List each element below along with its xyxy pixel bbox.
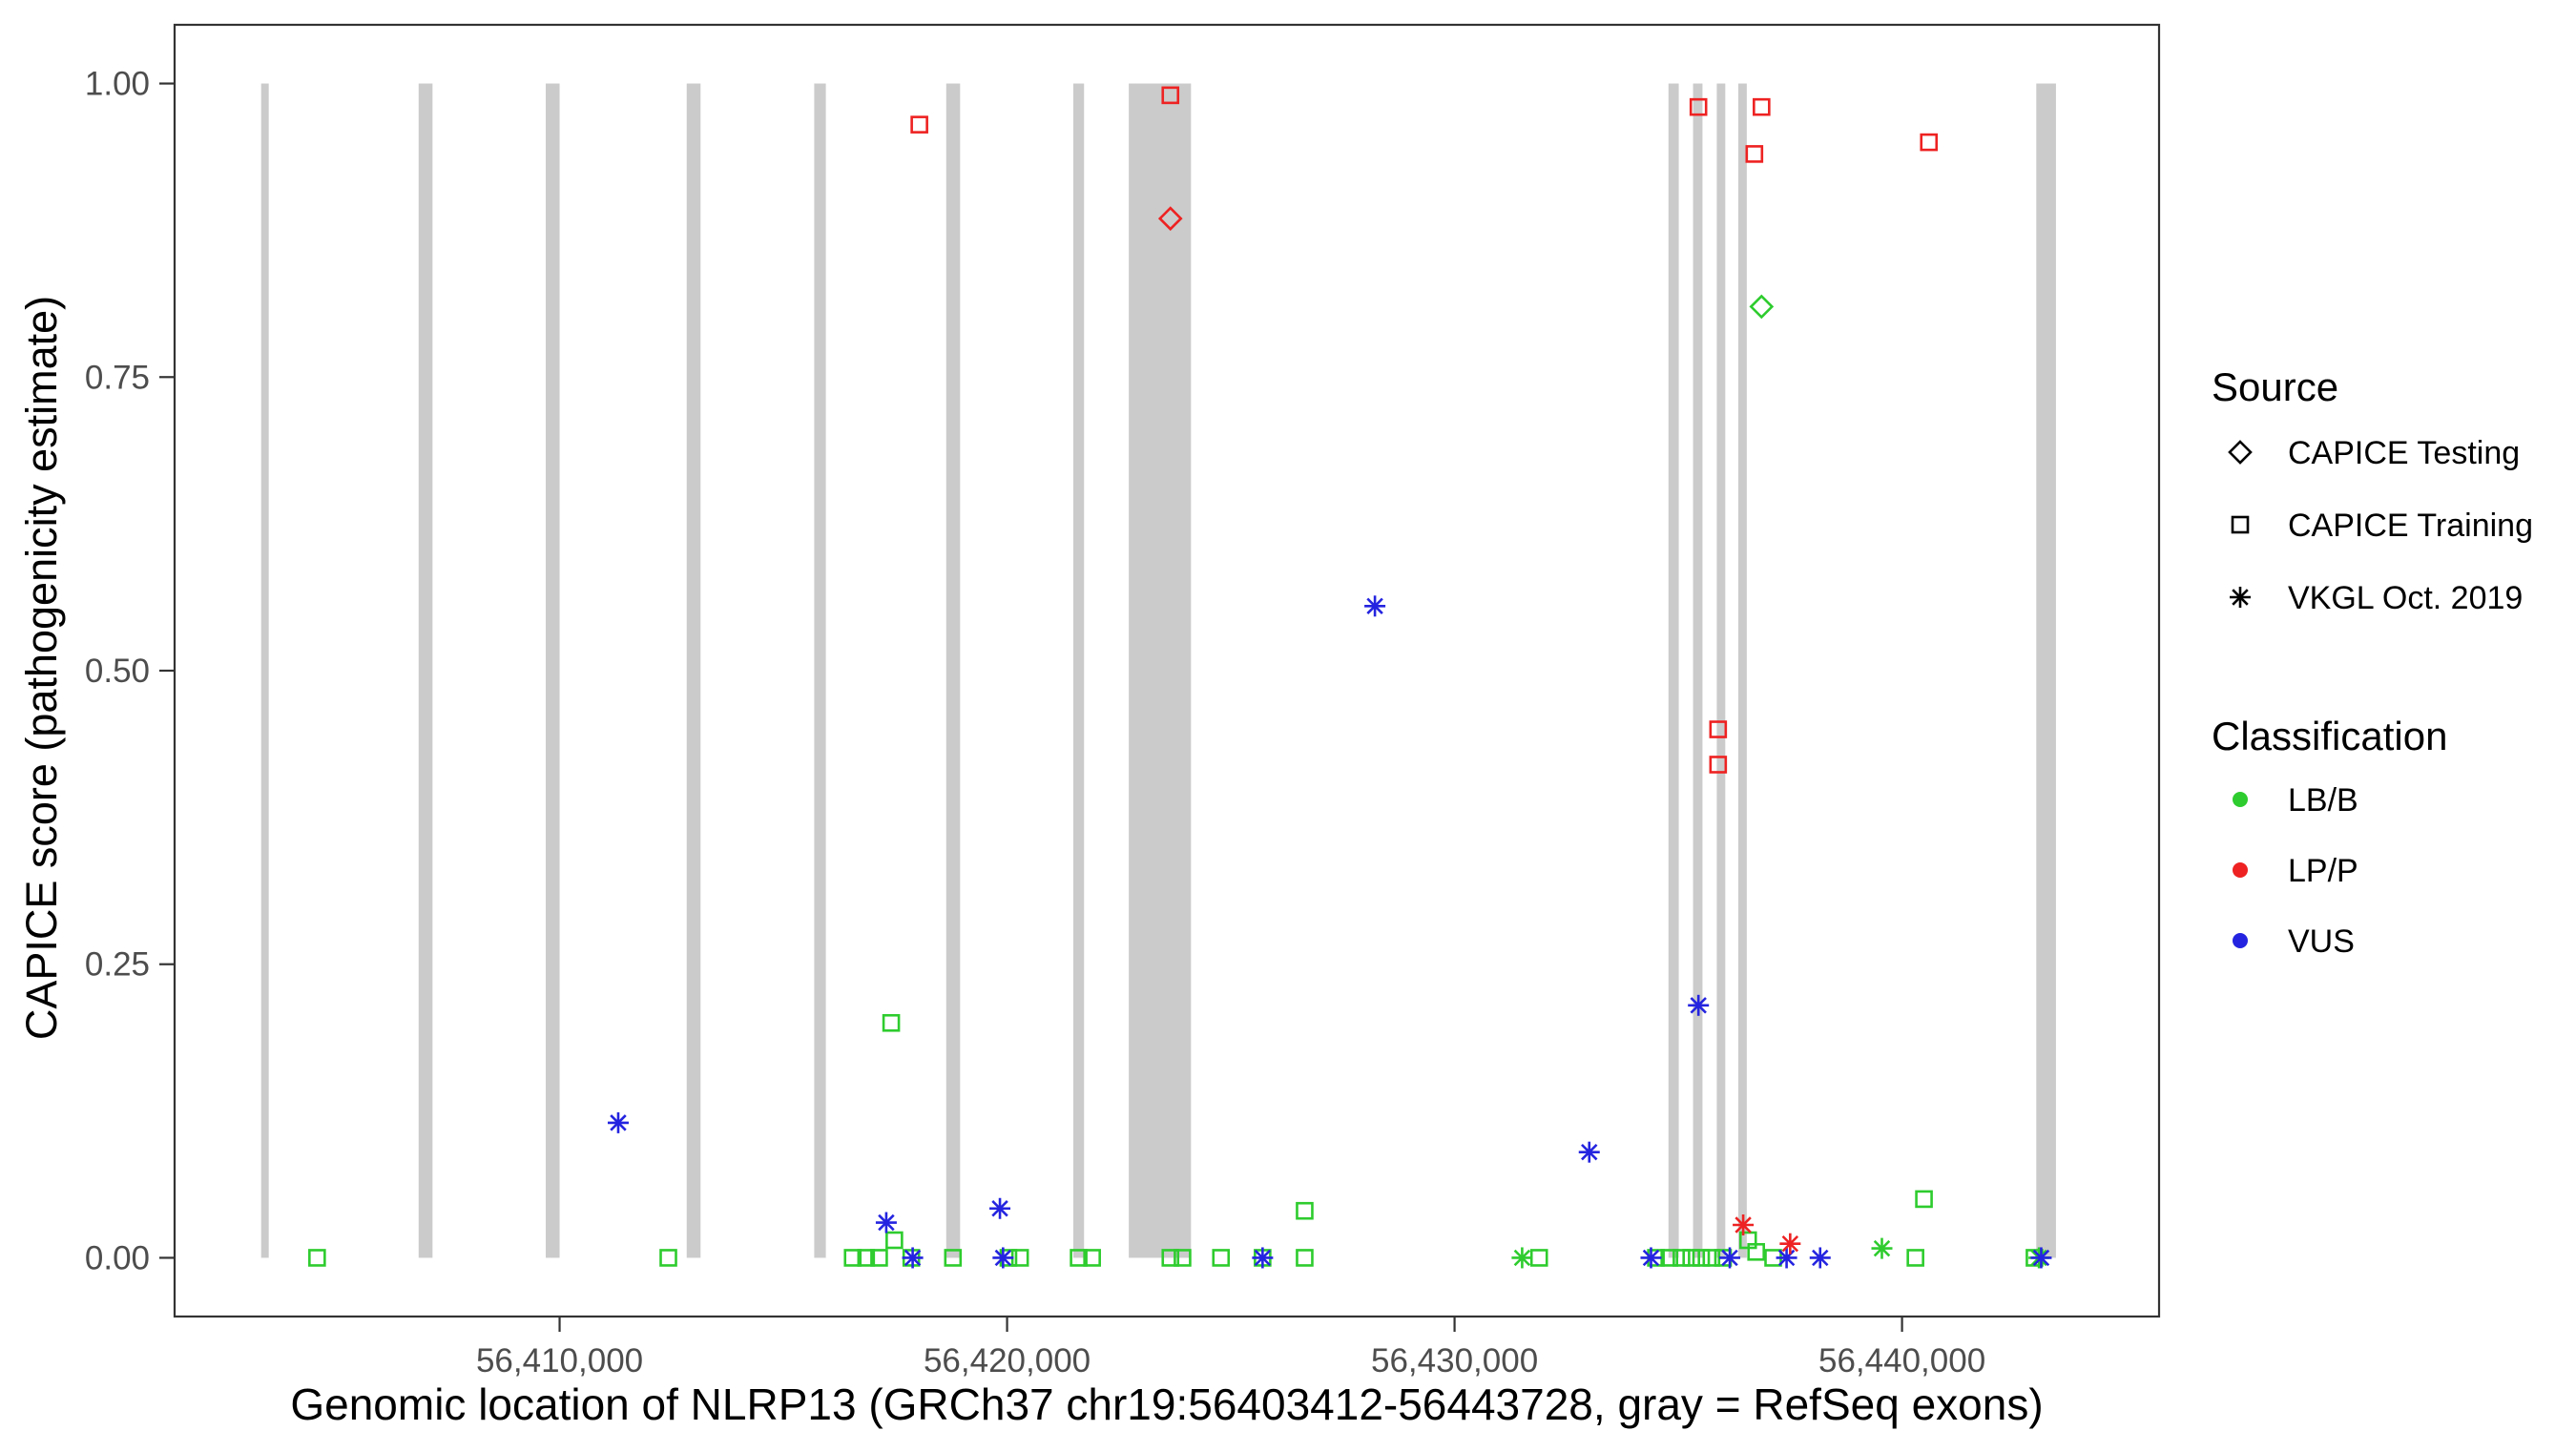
y-axis-title: CAPICE score (pathogenicity estimate) [17, 295, 66, 1041]
data-point [1702, 1249, 1721, 1267]
data-point [1640, 1247, 1662, 1269]
data-point [1161, 1249, 1180, 1267]
data-point [607, 1111, 629, 1133]
exon-band [814, 83, 826, 1258]
axes: 56,410,000 56,420,000 56,430,000 56,440,000… [85, 66, 1985, 1379]
data-point [1174, 1249, 1192, 1267]
legend: Source CAPICE Testing CAPICE Training VKGL … [2212, 364, 2533, 960]
legend-item-label: VKGL Oct. 2019 [2288, 580, 2523, 616]
legend-item-label: LB/B [2288, 782, 2358, 819]
data-point [1157, 206, 1183, 231]
exon-band [546, 83, 560, 1258]
data-point [1578, 1141, 1600, 1163]
x-tick-label: 56,410,000 [476, 1342, 643, 1379]
data-point [1776, 1247, 1797, 1269]
data-point [882, 1013, 901, 1032]
exon-band [1129, 83, 1192, 1258]
data-point [1733, 1213, 1755, 1235]
data-point [2030, 1247, 2052, 1269]
exon-bands [260, 83, 2056, 1258]
data-point [1709, 720, 1728, 738]
data-point [308, 1249, 326, 1267]
y-tick-label: 0.50 [85, 653, 150, 690]
exon-band [1716, 83, 1726, 1258]
legend-source-title: Source [2212, 364, 2338, 409]
data-point [1010, 1249, 1029, 1267]
y-tick-label: 0.25 [85, 946, 150, 984]
data-point [1749, 294, 1775, 320]
exon-band [260, 83, 269, 1258]
data-point [843, 1249, 862, 1267]
data-point [1915, 1190, 1933, 1209]
x-axis-title: Genomic location of NLRP13 (GRCh37 chr19… [290, 1379, 2044, 1429]
legend-asterisk-icon [2230, 587, 2251, 608]
legend-item-label: CAPICE Testing [2288, 435, 2520, 471]
data-point [1692, 1249, 1711, 1267]
x-tick-label: 56,420,000 [924, 1342, 1091, 1379]
data-point [1083, 1249, 1101, 1267]
x-tick-label: 56,440,000 [1818, 1342, 1985, 1379]
data-point [944, 1249, 963, 1267]
data-point [875, 1212, 897, 1234]
data-point [910, 115, 928, 134]
legend-square-icon [2231, 515, 2250, 534]
exon-band [1668, 83, 1679, 1258]
exon-band [945, 83, 961, 1258]
data-point [1747, 1243, 1765, 1261]
data-point [1296, 1249, 1314, 1267]
data-point [1529, 1249, 1548, 1267]
data-point [1511, 1247, 1533, 1269]
data-point [1719, 1247, 1741, 1269]
data-point [857, 1249, 876, 1267]
exon-band [2036, 83, 2056, 1258]
data-point [1364, 595, 1386, 617]
x-tick-label: 56,430,000 [1371, 1342, 1538, 1379]
data-point [1745, 145, 1764, 163]
exon-band [686, 83, 701, 1258]
data-point [659, 1249, 677, 1267]
data-point [1252, 1247, 1274, 1269]
data-point [1809, 1247, 1831, 1269]
exon-band [418, 83, 433, 1258]
data-point [1920, 133, 1939, 152]
exon-band [1693, 83, 1703, 1258]
data-point [1296, 1201, 1314, 1220]
data-point [1161, 86, 1180, 105]
data-point [1672, 1249, 1691, 1267]
data-point [1660, 1249, 1679, 1267]
data-point [1688, 994, 1710, 1016]
data-point [1682, 1249, 1700, 1267]
y-tick-label: 0.00 [85, 1239, 150, 1276]
exon-band [1072, 83, 1085, 1258]
data-point [902, 1247, 924, 1269]
data-point [1709, 756, 1728, 774]
data-points [308, 86, 2052, 1269]
legend-item-label: VUS [2288, 923, 2355, 960]
data-point [1779, 1233, 1801, 1255]
data-point [989, 1197, 1011, 1219]
data-point [1906, 1249, 1924, 1267]
y-tick-label: 0.75 [85, 359, 150, 396]
data-point [992, 1247, 1014, 1269]
data-point [1753, 97, 1771, 116]
legend-item-label: LP/P [2288, 853, 2358, 889]
data-point [1871, 1237, 1893, 1259]
legend-color-dot-icon [2233, 862, 2248, 878]
legend-classification-title: Classification [2212, 714, 2447, 758]
data-point [1070, 1249, 1088, 1267]
data-point [1212, 1249, 1231, 1267]
legend-diamond-icon [2228, 440, 2253, 465]
legend-item-label: CAPICE Training [2288, 508, 2533, 544]
legend-color-dot-icon [2233, 792, 2248, 807]
legend-color-dot-icon [2233, 933, 2248, 948]
y-tick-label: 1.00 [85, 66, 150, 103]
data-point [885, 1231, 904, 1250]
exon-band [1737, 83, 1747, 1258]
data-point [1689, 97, 1708, 116]
data-point [870, 1249, 888, 1267]
